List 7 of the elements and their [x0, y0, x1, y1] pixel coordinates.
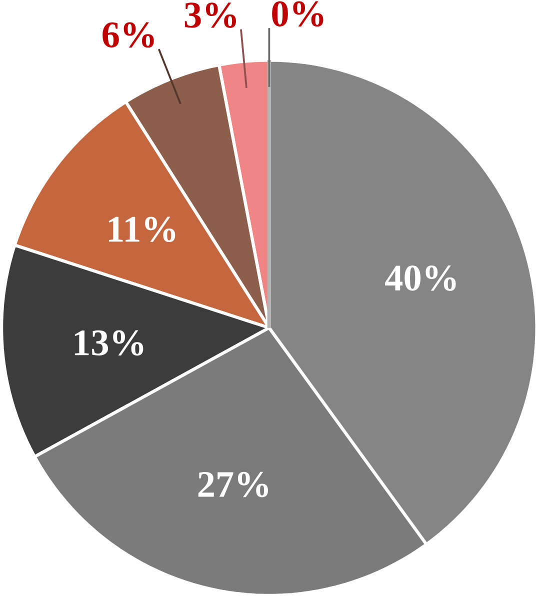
data-label: 11%: [108, 216, 175, 242]
data-label: 13%: [74, 330, 143, 356]
data-label: 40%: [384, 266, 456, 291]
data-label: 27%: [198, 472, 268, 498]
data-label: 3%: [184, 2, 236, 28]
data-label: 6%: [102, 22, 154, 48]
text: 0%: [272, 1, 324, 27]
